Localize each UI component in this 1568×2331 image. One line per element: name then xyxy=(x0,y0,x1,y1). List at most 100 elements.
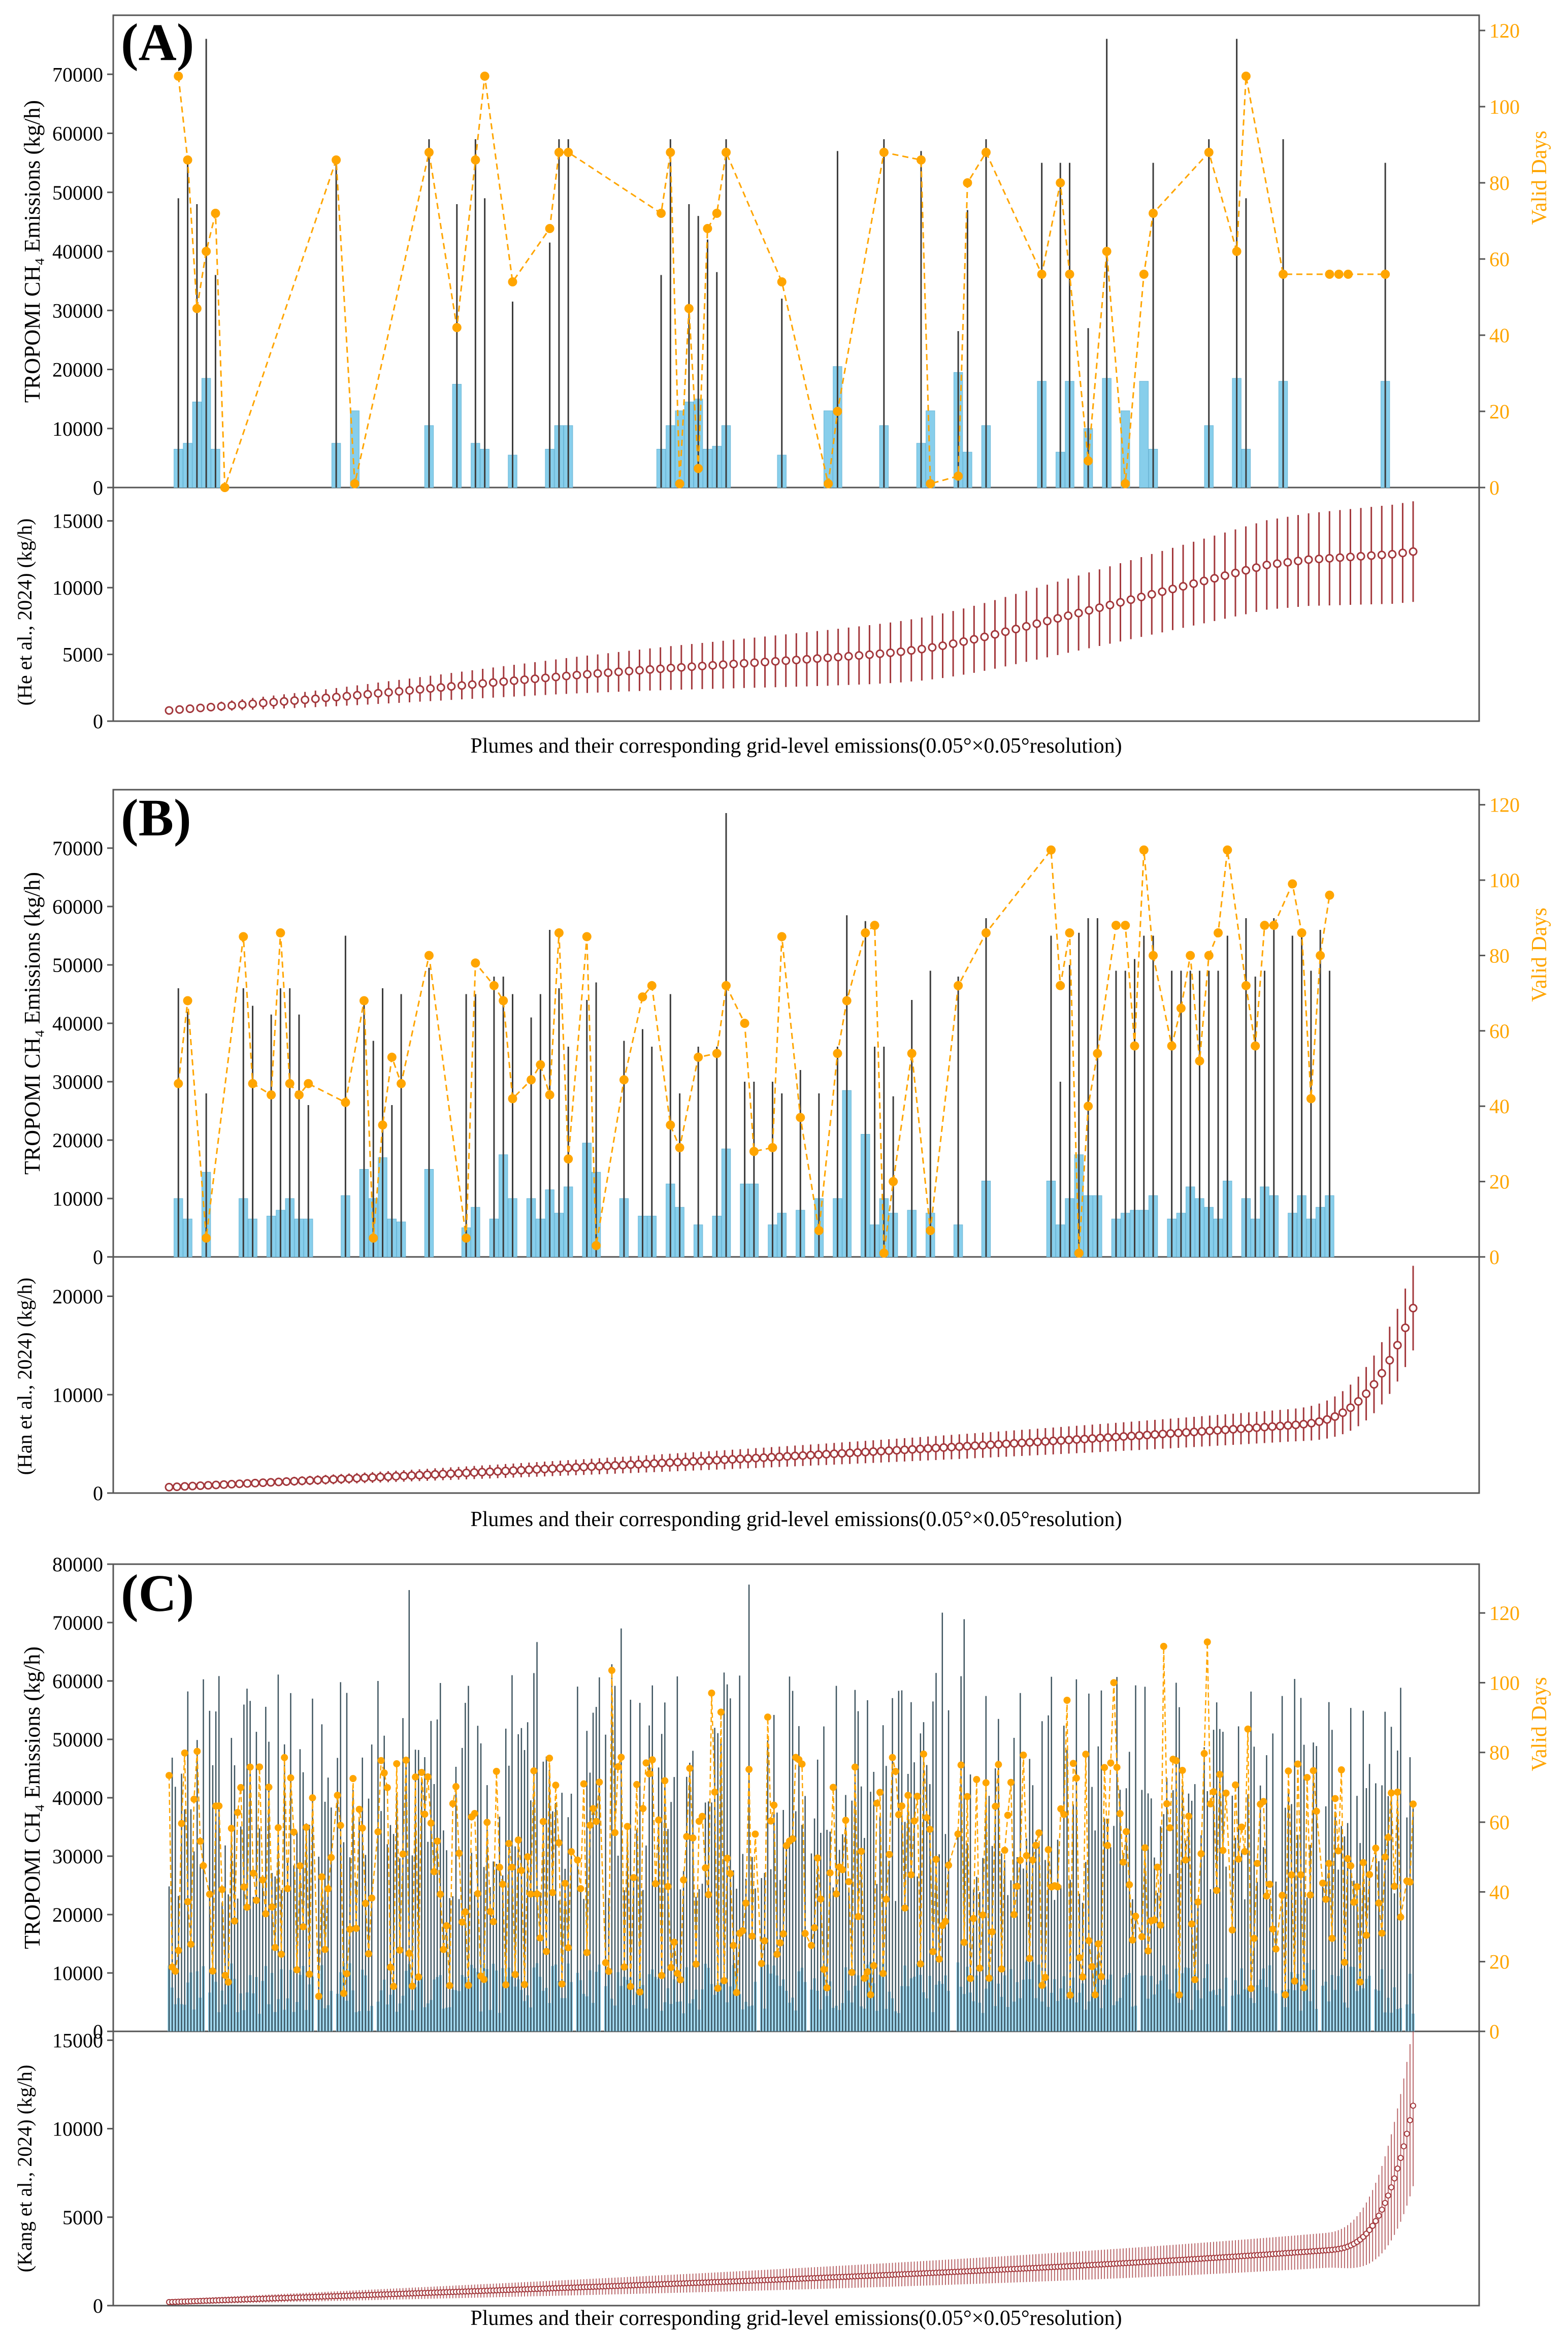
reference-point xyxy=(227,1480,236,1489)
reference-point xyxy=(180,1482,189,1491)
valid-days-point xyxy=(910,1817,918,1825)
valid-days-point xyxy=(514,1836,522,1844)
reference-point xyxy=(457,681,466,690)
reference-point xyxy=(431,1470,440,1479)
y-tick-label-right: 100 xyxy=(1489,95,1520,118)
valid-days-point xyxy=(449,1800,456,1807)
reference-point xyxy=(949,639,958,649)
valid-days-point xyxy=(767,1817,775,1825)
valid-days-point xyxy=(1102,247,1112,256)
valid-days-point xyxy=(624,1823,631,1830)
reference-point xyxy=(165,706,174,715)
reference-point xyxy=(712,1455,722,1465)
valid-days-point xyxy=(845,1878,853,1886)
reference-point xyxy=(321,693,331,702)
valid-days-point xyxy=(243,1903,251,1911)
y-tick-label-left: 60000 xyxy=(52,1670,103,1693)
panel-c-xlabel: Plumes and their corresponding grid-leve… xyxy=(470,2307,1122,2330)
reference-point xyxy=(781,656,791,665)
valid-days-point xyxy=(324,1885,332,1893)
valid-days-point xyxy=(1094,1940,1102,1948)
valid-days-point xyxy=(300,1923,307,1931)
valid-days-point xyxy=(1362,1931,1370,1939)
reference-point xyxy=(1338,1408,1347,1417)
valid-days-point xyxy=(1206,1800,1214,1808)
valid-days-point xyxy=(390,1983,398,1990)
valid-days-point xyxy=(1306,1891,1314,1899)
reference-point xyxy=(219,1480,228,1489)
valid-days-point xyxy=(577,1885,584,1892)
valid-days-point xyxy=(833,1890,840,1898)
valid-days-point xyxy=(1322,1895,1330,1903)
valid-days-point xyxy=(234,1808,242,1816)
valid-days-point xyxy=(1288,879,1297,889)
valid-days-point xyxy=(722,148,731,157)
reference-point xyxy=(814,1450,823,1459)
valid-days-point xyxy=(1297,1871,1304,1879)
reference-point xyxy=(258,1478,268,1487)
valid-days-point xyxy=(276,928,285,937)
valid-days-point xyxy=(564,148,573,157)
reference-point xyxy=(204,1481,213,1490)
reference-point xyxy=(994,1440,1003,1449)
valid-days-point xyxy=(1375,1899,1383,1907)
reference-point xyxy=(625,666,634,675)
reference-point xyxy=(959,637,968,646)
valid-days-point xyxy=(867,1991,874,1998)
valid-days-point xyxy=(430,1868,438,1875)
valid-days-point xyxy=(898,1802,905,1810)
valid-days-point xyxy=(175,1947,182,1954)
valid-days-point xyxy=(907,1871,915,1879)
reference-point xyxy=(876,1446,886,1455)
reference-point xyxy=(415,1471,424,1480)
valid-days-point xyxy=(1266,1881,1273,1888)
reference-point xyxy=(1174,1429,1183,1438)
valid-days-point xyxy=(1394,1788,1401,1796)
valid-days-point xyxy=(1204,951,1214,960)
reference-point xyxy=(1391,2175,1398,2182)
valid-days-point xyxy=(970,1915,977,1922)
valid-days-point xyxy=(1334,1847,1342,1855)
valid-days-point xyxy=(1300,1984,1308,1992)
valid-days-point xyxy=(352,1925,360,1932)
reference-point xyxy=(290,1477,299,1486)
valid-days-point xyxy=(293,1966,301,1973)
reference-point xyxy=(1262,560,1271,569)
reference-point xyxy=(583,670,592,679)
reference-point xyxy=(604,668,613,677)
panel-b-axes: 0 10000 20000 30000 40000 50000 60000 70000 0 20 4… xyxy=(52,794,1520,1505)
valid-days-point xyxy=(892,1768,899,1775)
valid-days-point xyxy=(465,1982,472,1989)
reference-point xyxy=(1137,593,1146,602)
panel-a-bottom-ylabel: (He et al., 2024) (kg/h) xyxy=(13,519,36,706)
valid-days-point xyxy=(278,1951,285,1958)
valid-days-point xyxy=(1241,981,1251,990)
panel-c-label: (C) xyxy=(121,1564,194,1623)
valid-days-point xyxy=(256,1763,264,1771)
reference-point xyxy=(436,683,445,692)
reference-point xyxy=(250,1478,259,1487)
y-tick-label-right: 120 xyxy=(1489,1602,1520,1625)
valid-days-point xyxy=(309,1794,316,1802)
reference-point xyxy=(673,1458,682,1467)
reference-point xyxy=(290,696,299,705)
reference-point xyxy=(1382,2199,1388,2206)
valid-days-point xyxy=(561,1880,569,1887)
valid-days-point xyxy=(727,1870,734,1877)
reference-point xyxy=(446,1469,455,1478)
valid-days-point xyxy=(833,1049,842,1058)
valid-days-point xyxy=(1282,1991,1289,1998)
valid-days-point xyxy=(332,155,341,165)
valid-days-point xyxy=(1359,1859,1367,1866)
reference-point xyxy=(1323,1415,1332,1424)
valid-days-point xyxy=(703,224,712,233)
panel-b-bottom-ylabel: (Han et al., 2024) (kg/h) xyxy=(13,1278,36,1475)
reference-point xyxy=(658,1459,667,1468)
panel-a-axes: 0100002000030000400005000060000700000204… xyxy=(52,19,1520,733)
valid-days-point xyxy=(1306,1094,1316,1104)
valid-days-point xyxy=(1057,1805,1065,1812)
reference-point xyxy=(1231,568,1240,577)
valid-days-point xyxy=(901,1904,909,1912)
valid-days-point xyxy=(545,224,554,233)
reference-point xyxy=(845,1448,855,1458)
